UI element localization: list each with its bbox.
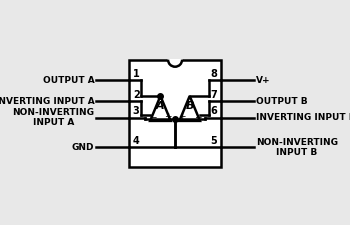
Wedge shape <box>168 60 182 67</box>
Text: 1: 1 <box>133 69 140 79</box>
Text: B: B <box>186 101 194 111</box>
Text: 2: 2 <box>133 90 140 100</box>
Text: 6: 6 <box>211 106 217 116</box>
Text: +: + <box>178 112 186 121</box>
Text: −: − <box>149 112 156 121</box>
Text: −: − <box>194 112 201 121</box>
Text: OUTPUT B: OUTPUT B <box>256 97 307 106</box>
Text: INVERTING INPUT B: INVERTING INPUT B <box>256 113 350 122</box>
Text: NON-INVERTING
INPUT A: NON-INVERTING INPUT A <box>12 108 94 127</box>
Text: 3: 3 <box>133 106 140 116</box>
Text: INVERTING INPUT A: INVERTING INPUT A <box>0 97 94 106</box>
Text: NON-INVERTING
INPUT B: NON-INVERTING INPUT B <box>256 138 338 157</box>
Text: GND: GND <box>72 143 95 152</box>
Text: A: A <box>156 101 165 111</box>
Text: 5: 5 <box>211 136 217 146</box>
Text: +: + <box>164 112 172 121</box>
Text: V+: V+ <box>256 76 271 85</box>
Text: 4: 4 <box>133 136 140 146</box>
Text: OUTPUT A: OUTPUT A <box>43 76 94 85</box>
Bar <box>129 60 221 167</box>
Text: 8: 8 <box>210 69 217 79</box>
Text: 7: 7 <box>211 90 217 100</box>
